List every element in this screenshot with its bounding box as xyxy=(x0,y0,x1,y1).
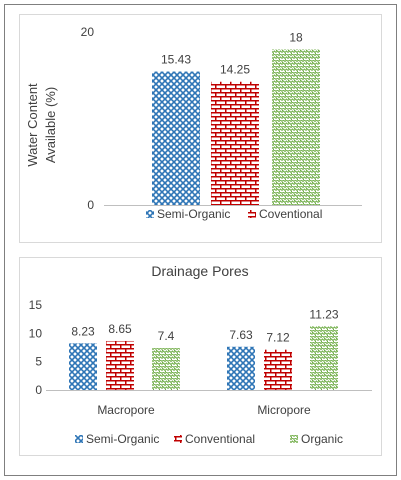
bar-conventional xyxy=(106,340,134,390)
y-axis-label-line-1: Water Content xyxy=(25,83,40,167)
y-axis-label-line-2: Available (%) xyxy=(43,87,58,163)
y-tick-label: 10 xyxy=(29,326,43,340)
bar-semi-organic xyxy=(152,71,200,205)
data-label: 8.65 xyxy=(108,322,132,336)
data-label: 15.43 xyxy=(161,53,191,67)
bar-organic xyxy=(310,326,338,390)
x-category-label: Micropore xyxy=(257,403,311,417)
data-label: 7.63 xyxy=(229,328,253,342)
legend-swatch xyxy=(290,435,298,443)
bar-conventional xyxy=(264,349,292,390)
bar-semi-organic xyxy=(227,346,255,390)
y-tick-label: 20 xyxy=(81,25,95,39)
legend-label: Semi-Organic xyxy=(157,207,230,221)
data-label: 7.12 xyxy=(266,331,290,345)
y-tick-label: 0 xyxy=(35,383,42,397)
legend-swatch xyxy=(174,435,182,443)
bar-conventional xyxy=(211,81,259,205)
data-label: 18 xyxy=(289,30,303,44)
y-tick-label: 15 xyxy=(29,298,43,312)
water-content-chart: 0 20 Water Content Available (%) 15.43 14.25 1… xyxy=(25,25,362,221)
y-tick-label: 0 xyxy=(87,198,94,212)
legend-label: Semi-Organic xyxy=(86,432,159,446)
legend-swatch xyxy=(248,210,256,218)
chart-1-panel xyxy=(19,14,382,243)
drainage-pores-chart: Drainage Pores 0 5 10 15 8.23 8.65 7.4 Macropore… xyxy=(29,263,372,446)
legend-swatch xyxy=(75,435,83,443)
bar-organic xyxy=(272,49,320,205)
legend-label: Conventional xyxy=(185,432,255,446)
y-tick-label: 5 xyxy=(35,355,42,369)
legend-label: Coventional xyxy=(259,207,322,221)
legend-swatch xyxy=(146,210,154,218)
data-label: 8.23 xyxy=(71,324,95,338)
data-label: 11.23 xyxy=(309,307,338,321)
data-label: 7.4 xyxy=(158,329,175,343)
legend-label: Organic xyxy=(301,432,343,446)
bar-organic xyxy=(152,348,180,390)
chart-title: Drainage Pores xyxy=(151,263,248,279)
bar-semi-organic xyxy=(69,343,97,390)
x-category-label: Macropore xyxy=(97,403,155,417)
data-label: 14.25 xyxy=(220,63,250,77)
